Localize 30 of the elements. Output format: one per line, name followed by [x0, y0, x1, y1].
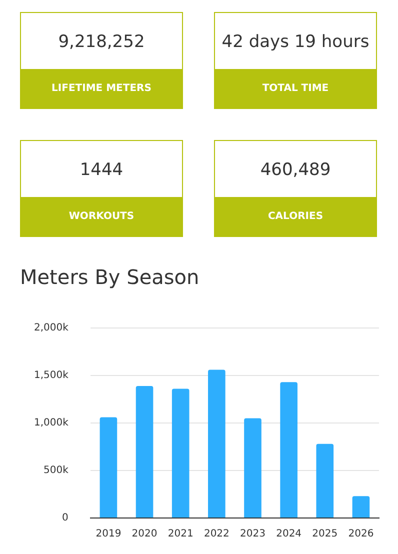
text: LIFETIME METERS: [21, 69, 182, 108]
text: 42 days 19 hours: [220, 31, 370, 54]
text: 9,218,252: [57, 31, 146, 54]
bar: [172, 388, 190, 518]
text: 460,489: [259, 159, 332, 182]
x-tick-label: 2021: [168, 528, 194, 540]
bar: [280, 382, 298, 518]
bar: [100, 417, 118, 518]
y-tick-label: 500k: [44, 465, 69, 476]
bar: [352, 496, 370, 518]
x-tick-label: 2026: [348, 528, 374, 540]
chart-title: Meters By Season: [20, 265, 200, 289]
text: TOTAL TIME: [215, 69, 376, 108]
x-tick-label: 2024: [276, 528, 302, 540]
y-tick-label: 2,000k: [34, 322, 69, 334]
y-tick-label: 0: [62, 512, 68, 524]
bar: [244, 418, 262, 518]
x-tick-label: 2025: [312, 528, 338, 540]
x-tick-label: 2023: [240, 528, 266, 540]
x-tick-label: 2019: [96, 528, 122, 540]
bar: [136, 386, 154, 518]
bar: [208, 370, 226, 518]
y-tick-label: 1,000k: [34, 418, 69, 429]
y-tick-label: 1,500k: [34, 370, 69, 382]
bar: [316, 444, 334, 518]
text: WORKOUTS: [21, 197, 182, 236]
x-tick-label: 2020: [132, 528, 158, 540]
text: CALORIES: [215, 197, 376, 236]
x-tick-label: 2022: [204, 528, 230, 540]
text: 1444: [78, 159, 124, 182]
